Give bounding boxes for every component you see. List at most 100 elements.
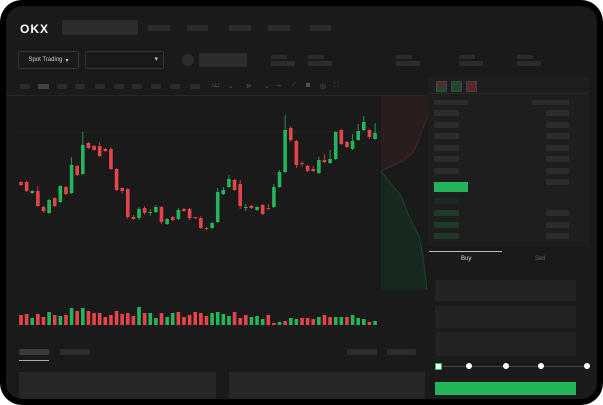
candle-type-icon[interactable]: ⩊ <box>212 82 220 89</box>
candle-body <box>58 186 63 202</box>
tab-buy[interactable]: Buy <box>461 256 472 262</box>
volume-bar <box>182 317 186 325</box>
book-asks-icon[interactable] <box>466 81 477 92</box>
pair-dropdown[interactable]: ▾ <box>85 51 164 69</box>
volume-bar <box>305 318 310 325</box>
search-input[interactable] <box>62 20 138 35</box>
total-input[interactable] <box>435 332 576 356</box>
filter-button[interactable] <box>347 349 377 355</box>
volume-bar <box>238 318 242 325</box>
volume-bar <box>244 315 248 325</box>
settings-icon[interactable]: ◎ <box>320 83 327 90</box>
indicator-icon[interactable]: ⊳ <box>246 83 252 90</box>
nav-item-2[interactable] <box>187 25 208 31</box>
interval-10[interactable] <box>190 84 200 89</box>
candle-body <box>109 149 113 169</box>
candle-body <box>41 207 46 211</box>
volume-bar <box>81 308 85 325</box>
tab-order-history[interactable] <box>60 349 90 355</box>
interval-3[interactable] <box>57 84 67 89</box>
candle-body <box>176 210 181 219</box>
candle-body <box>356 131 360 140</box>
camera-icon[interactable]: ◙ <box>306 82 311 89</box>
tab-sell[interactable]: Sell <box>535 256 546 262</box>
candle-body <box>244 207 248 208</box>
candle-body <box>69 165 74 193</box>
fullscreen-icon[interactable]: ⛶ <box>334 82 339 89</box>
line-icon[interactable]: ∼ <box>276 83 282 90</box>
volume-bar <box>30 318 35 325</box>
candle-body <box>24 182 29 191</box>
candle-body <box>165 219 169 224</box>
candle-body <box>260 205 265 214</box>
volume-bar <box>86 311 91 325</box>
amount-input[interactable] <box>435 306 576 328</box>
candle-body <box>294 141 299 165</box>
more-button[interactable] <box>387 349 416 355</box>
bottom-panel-right <box>229 372 425 399</box>
candle-body <box>75 166 79 175</box>
interval-7[interactable] <box>132 84 142 89</box>
nav-item-4[interactable] <box>268 25 290 31</box>
candle-body <box>272 187 276 207</box>
volume-bar <box>221 314 226 325</box>
volume-bar <box>210 313 214 325</box>
volume-bar <box>69 308 74 325</box>
interval-4[interactable] <box>75 84 85 89</box>
candle-body <box>350 141 355 149</box>
tab-open-orders[interactable] <box>19 349 49 355</box>
volume-bar <box>311 319 316 325</box>
candle-body <box>328 159 332 163</box>
book-bids-icon[interactable] <box>451 81 462 92</box>
slider-handle[interactable] <box>435 363 442 370</box>
candle-body <box>288 128 293 140</box>
candle-body <box>36 191 40 206</box>
coin-icon <box>182 54 194 66</box>
interval-5[interactable] <box>95 84 105 89</box>
volume-bar <box>345 317 349 325</box>
chevron-down-icon[interactable]: ⌄ <box>264 83 270 90</box>
candle-body <box>210 223 214 228</box>
interval-1[interactable] <box>20 84 30 89</box>
candle-body <box>137 209 141 218</box>
volume-bar <box>300 318 304 325</box>
candle-body <box>204 228 209 229</box>
price-input[interactable] <box>435 280 576 301</box>
volume-bar <box>154 318 158 325</box>
volume-bar <box>187 315 192 325</box>
nav-item-5[interactable] <box>310 25 331 31</box>
buy-button[interactable] <box>435 382 576 395</box>
candle-body <box>120 188 124 191</box>
candle-body <box>142 208 147 213</box>
candle-body <box>131 217 136 219</box>
volume-bar <box>288 318 293 325</box>
okx-logo[interactable]: OKX <box>20 22 50 36</box>
nav-item-1[interactable] <box>148 25 170 31</box>
book-both-icon[interactable] <box>436 81 447 92</box>
interval-9[interactable] <box>170 84 180 89</box>
volume-bar <box>176 312 181 325</box>
candle-body <box>255 207 259 210</box>
chevron-down-icon[interactable]: ⌄ <box>228 83 234 90</box>
nav-item-3[interactable] <box>229 25 251 31</box>
ruler-icon[interactable]: ⟋ <box>291 82 296 89</box>
candlestick-chart[interactable] <box>6 6 597 399</box>
volume-bar <box>58 316 63 325</box>
volume-bar <box>142 313 147 325</box>
volume-bar <box>120 314 124 325</box>
volume-bar <box>272 323 276 325</box>
interval-6[interactable] <box>114 84 124 89</box>
candle-body <box>333 132 338 159</box>
candle-body <box>199 218 203 228</box>
candle-body <box>193 217 198 218</box>
interval-8[interactable] <box>151 84 161 89</box>
depth-chart <box>381 96 428 290</box>
volume-bar <box>249 317 254 325</box>
spot-trading-button[interactable]: Spot Trading ▾ <box>18 51 79 69</box>
tab-underline <box>19 360 49 361</box>
slider-mark-50 <box>503 363 509 369</box>
chevron-down-icon: ▾ <box>65 57 69 64</box>
volume-bar <box>41 317 46 325</box>
volume-bar <box>227 316 231 325</box>
interval-2[interactable] <box>38 84 49 89</box>
